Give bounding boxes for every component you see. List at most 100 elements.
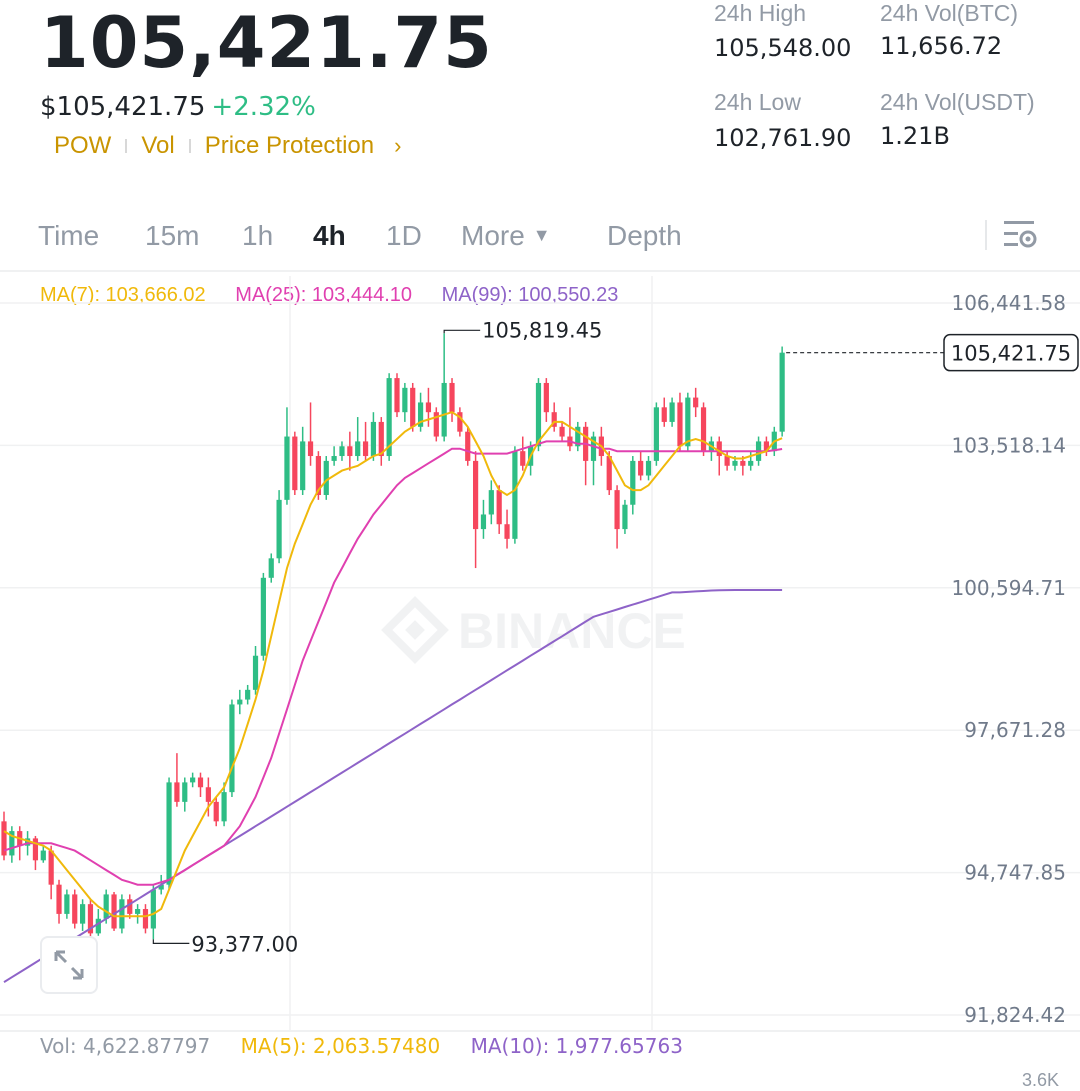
tab-1h[interactable]: 1h [242, 220, 274, 251]
candle-body [457, 412, 463, 432]
candle-body [158, 884, 164, 890]
candle-body [95, 918, 101, 934]
tag-divider [188, 139, 191, 153]
price-axis-tick: 94,747.85 [964, 861, 1066, 885]
ma99-label: MA(99): 100,550.23 [441, 284, 619, 306]
candle-body [732, 460, 738, 466]
high-marker-line [443, 329, 481, 334]
candle-body [315, 456, 321, 495]
tag-divider [125, 139, 128, 153]
toolbar-divider [985, 220, 987, 250]
tab-4h[interactable]: 4h [313, 220, 346, 251]
current-price-label: 105,421.75 [951, 342, 1071, 366]
candle-body [441, 382, 447, 437]
candle-body [292, 436, 298, 491]
tab-time[interactable]: Time [38, 220, 100, 251]
candle-body [606, 456, 612, 491]
candle-body [425, 402, 432, 413]
candle-body [197, 777, 204, 788]
price-change: +2.32% [211, 92, 316, 122]
candle-body [80, 904, 86, 924]
chevron-right-icon[interactable]: › [394, 133, 402, 158]
candle-body [590, 436, 597, 461]
candle-body [763, 441, 770, 452]
candle-body [653, 407, 659, 461]
candle-body [252, 655, 259, 690]
tag-pow[interactable]: POW [54, 132, 112, 159]
price-axis-tick: 97,671.28 [964, 718, 1066, 742]
candle-body [40, 850, 46, 861]
candle-body [551, 412, 557, 427]
binance-watermark: BINANCE [381, 596, 686, 664]
volume-legend: Vol: 4,622.87797 MA(5): 2,063.57480 MA(1… [40, 1034, 707, 1058]
chart-settings-icon[interactable] [1002, 218, 1038, 252]
candle-body [630, 460, 636, 505]
usd-price: $105,421.75 [40, 92, 206, 122]
stat-high-label: 24h High [714, 0, 807, 26]
stat-low-value: 102,761.90 [714, 124, 852, 152]
candle-body [111, 894, 117, 929]
last-price: 105,421.75 [40, 2, 493, 84]
ma7-label: MA(7): 103,666.02 [40, 284, 206, 306]
candle-body [119, 899, 125, 929]
candle-body [355, 441, 361, 457]
caret-down-icon: ▼ [532, 225, 551, 245]
candle-body [142, 909, 149, 929]
candle-body [410, 387, 416, 427]
candle-body [402, 387, 408, 413]
price-axis-tick: 103,518.14 [951, 433, 1066, 457]
ma-legend: MA(7): 103,666.02 MA(25): 103,444.10 MA(… [40, 284, 642, 307]
tab-more[interactable]: More ▼ [461, 220, 551, 252]
ma7-line [3, 411, 783, 918]
tab-15m[interactable]: 15m [145, 220, 200, 251]
ma25-line [3, 440, 783, 886]
vol-ma5-label: MA(5): 2,063.57480 [240, 1034, 441, 1058]
candle-body [504, 524, 510, 539]
current-price-badge [943, 333, 1079, 372]
candle-body [213, 801, 219, 822]
candle-body [48, 850, 54, 885]
candle-body [535, 382, 542, 447]
price-markers: 105,421.75 105,819.45 93,377.00 [152, 318, 1079, 956]
low-marker-line [152, 939, 190, 944]
expand-chart-button[interactable] [40, 936, 98, 994]
tabs-divider [0, 270, 1080, 272]
candle-body [127, 899, 133, 914]
price-axis-tick: 106,441.58 [951, 291, 1066, 315]
stat-vol-usdt-label: 24h Vol(USDT) [880, 89, 1035, 115]
candle-body [394, 378, 400, 413]
tag-price-protection[interactable]: Price Protection [204, 132, 375, 159]
candle-body [512, 451, 518, 539]
candle-body [300, 441, 306, 491]
stat-high-value: 105,548.00 [714, 34, 852, 62]
candle-body [362, 441, 369, 457]
ma-lines [3, 411, 783, 983]
candle-body [72, 894, 78, 924]
candle-body [543, 382, 549, 413]
candle-body [496, 490, 502, 525]
candle-body [268, 558, 274, 578]
volume-divider [0, 1030, 1080, 1032]
candle-body [716, 441, 722, 457]
tab-1d[interactable]: 1D [386, 220, 422, 251]
candle-body [480, 514, 487, 530]
candle-body [339, 446, 345, 457]
candle-body [693, 397, 699, 408]
candle-body [677, 402, 683, 447]
candle-body [669, 402, 675, 422]
tab-depth[interactable]: Depth [607, 220, 682, 251]
candle-body [1, 821, 7, 856]
stat-vol-btc-label: 24h Vol(BTC) [880, 0, 1019, 26]
candle-body [748, 460, 754, 466]
stat-vol-btc-value: 11,656.72 [880, 32, 1003, 60]
candle-body [449, 382, 455, 413]
vol-ma10-label: MA(10): 1,977.65763 [470, 1034, 683, 1058]
candle-body [700, 407, 707, 452]
candle-body [645, 460, 652, 476]
tag-vol[interactable]: Vol [141, 132, 175, 159]
candle-body [87, 904, 94, 934]
candle-body [331, 456, 337, 461]
tag-row: POW Vol Price Protection › [40, 132, 401, 160]
candle-body [488, 490, 494, 515]
